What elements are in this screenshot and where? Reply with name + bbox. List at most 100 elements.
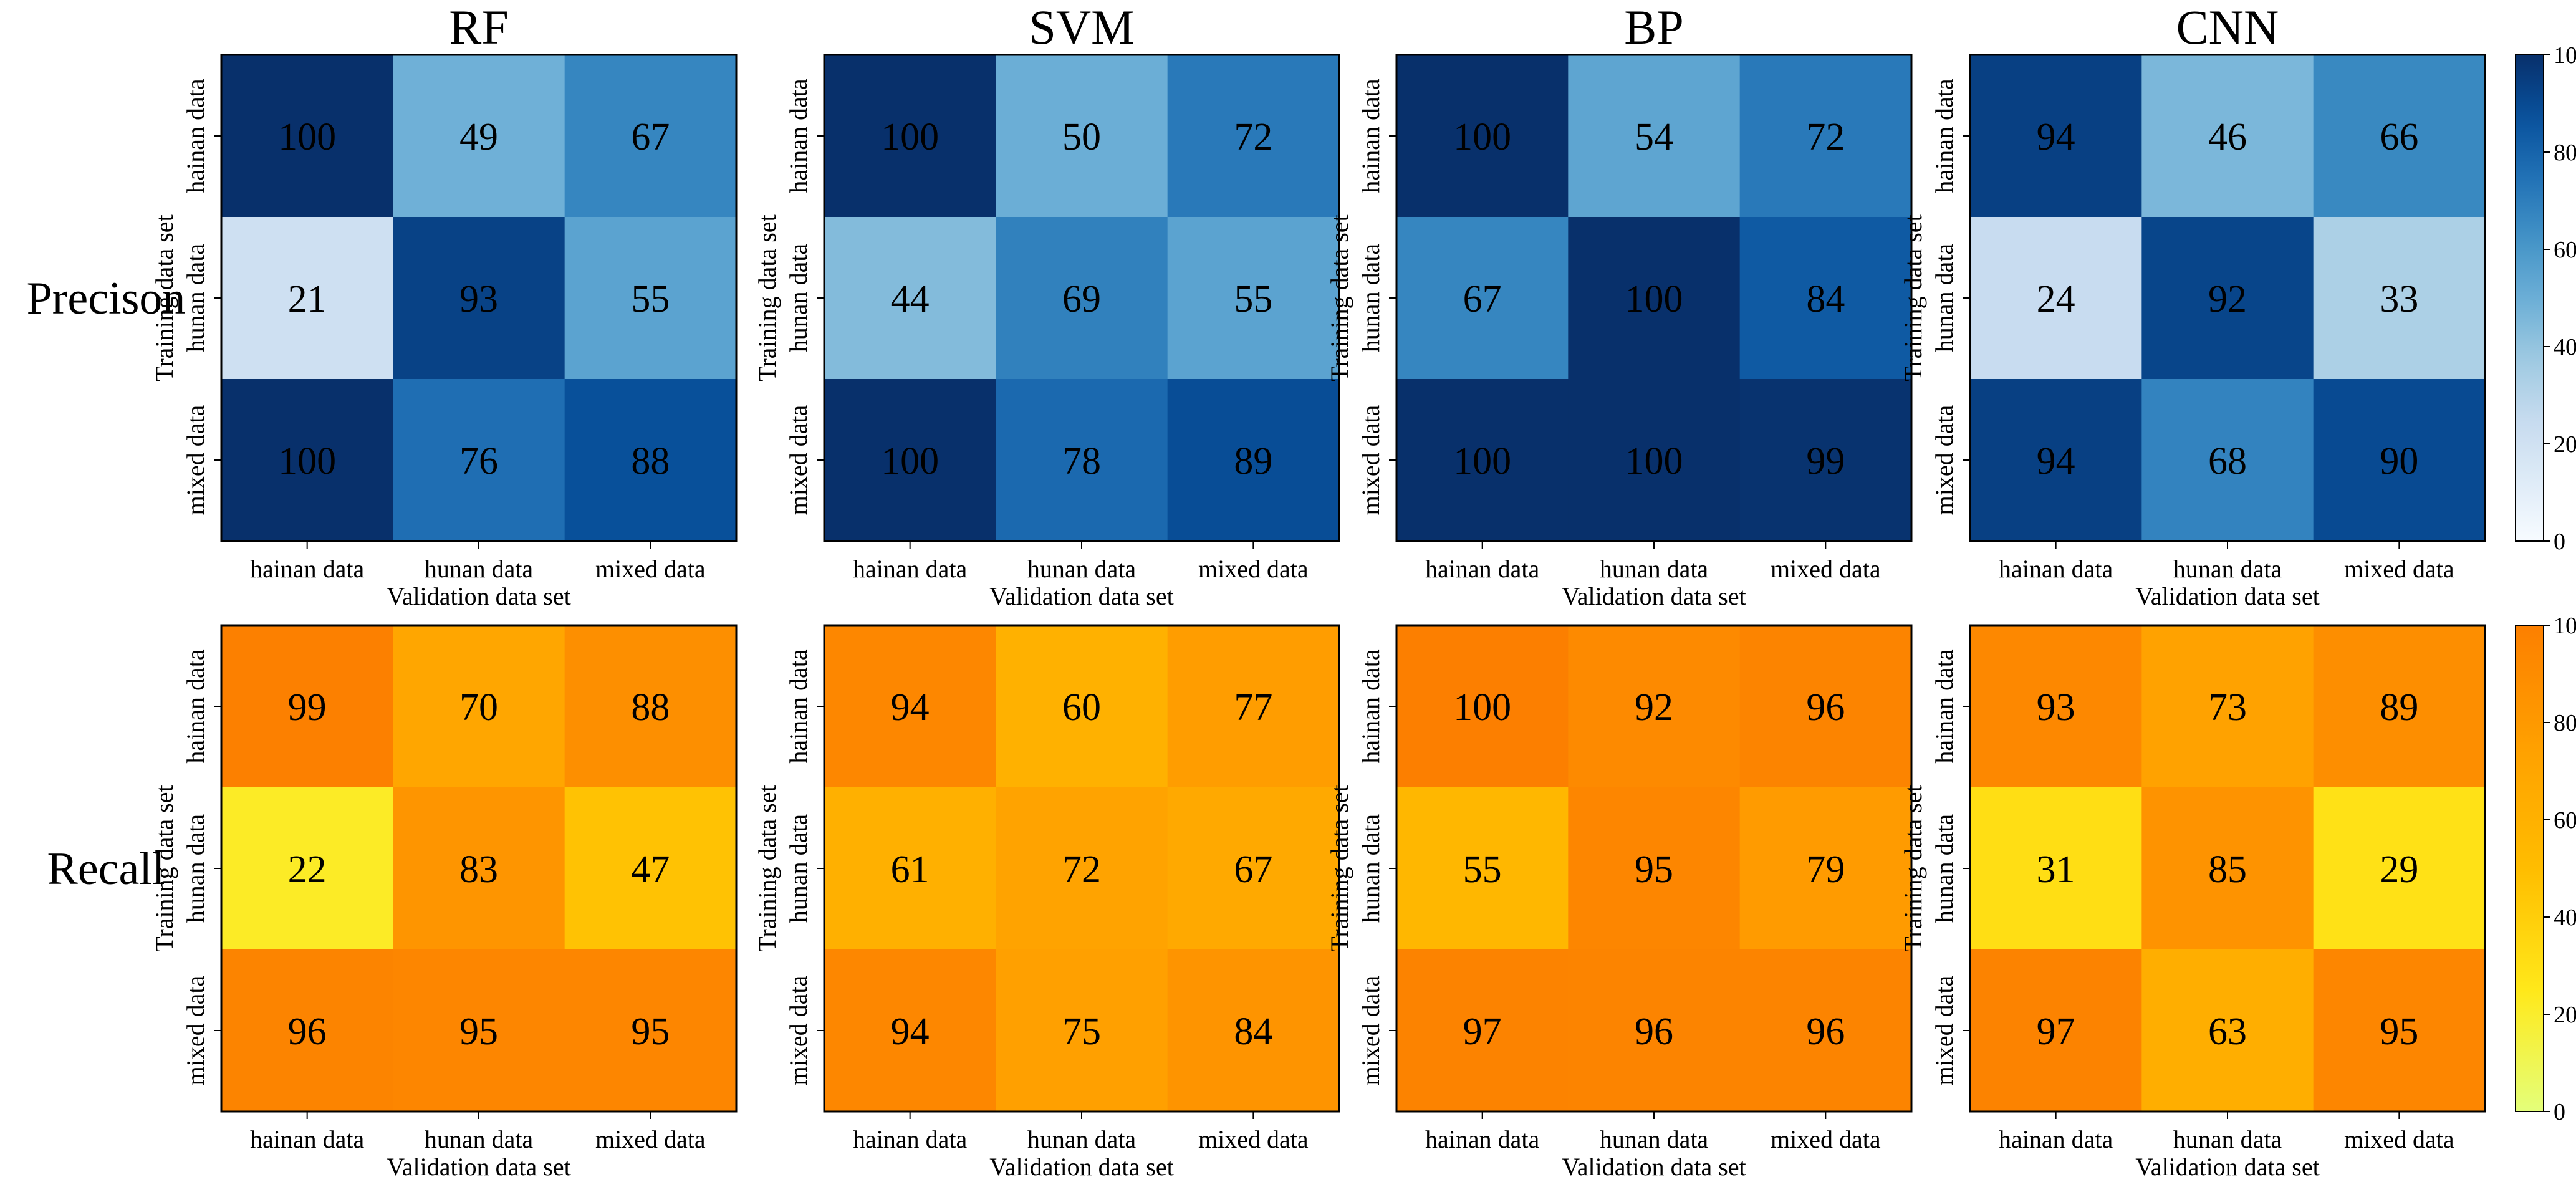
heatmap-cell (1167, 379, 1340, 542)
y-tick-label: hunan data (1357, 244, 1385, 353)
y-axis-label: Training data set (150, 785, 178, 951)
y-tick-label: hunan data (1930, 244, 1958, 353)
heatmap-cell (996, 949, 1168, 1112)
heatmap-cell (1970, 625, 2142, 788)
heatmap-cell (1970, 55, 2142, 218)
cell-value-label: 22 (288, 848, 327, 891)
cell-value-label: 69 (1062, 278, 1101, 320)
cell-value-label: 76 (459, 440, 498, 483)
cell-value-label: 49 (459, 116, 498, 158)
heatmap-cell (221, 379, 393, 542)
y-tick-label: hunan data (784, 814, 812, 923)
heatmap-cell (2313, 949, 2486, 1112)
heatmap-cell (996, 55, 1168, 218)
x-axis-label: Validation data set (2135, 582, 2319, 610)
cell-value-label: 100 (1453, 116, 1511, 158)
y-axis-label: Training data set (1899, 214, 1927, 381)
cell-value-label: 100 (881, 116, 939, 158)
x-tick-label: hunan data (425, 555, 534, 583)
cell-value-label: 99 (1806, 440, 1845, 483)
cell-value-label: 66 (2380, 116, 2418, 158)
x-axis-label: Validation data set (989, 1153, 1173, 1177)
cell-value-label: 55 (631, 278, 670, 320)
cell-value-label: 55 (1234, 278, 1272, 320)
x-tick-label: hunan data (2173, 555, 2282, 583)
cell-value-label: 33 (2380, 278, 2418, 320)
x-axis-label: Validation data set (1562, 1153, 1746, 1177)
cell-value-label: 96 (1806, 1011, 1845, 1053)
cell-value-label: 47 (631, 848, 670, 891)
cell-value-label: 100 (1625, 278, 1683, 320)
model-title-cnn: CNN (2176, 0, 2279, 54)
heatmap-cell (564, 55, 737, 218)
colorbar-tick-label: 40 (2554, 905, 2576, 931)
heatmap-cell (2313, 625, 2486, 788)
cell-value-label: 100 (1453, 686, 1511, 729)
x-tick-label: hunan data (1027, 555, 1137, 583)
y-tick-label: mixed data (1930, 405, 1958, 515)
cell-value-label: 89 (2380, 686, 2418, 729)
colorbar-tick-label: 20 (2554, 431, 2576, 458)
heatmap-cell (824, 55, 996, 218)
x-tick-label: hainan data (250, 1125, 364, 1153)
colorbar-tick-label: 100 (2554, 42, 2576, 69)
cell-value-label: 77 (1234, 686, 1272, 729)
x-axis-label: Validation data set (1562, 582, 1746, 610)
y-tick-label: mixed data (181, 405, 209, 515)
cell-value-label: 95 (2380, 1011, 2418, 1053)
colorbar-tick-label: 60 (2554, 807, 2576, 834)
heatmap-cell (2141, 379, 2314, 542)
x-axis-label: Validation data set (387, 1153, 570, 1177)
colorbar-recall: 0 20 40 60 80 100 (2515, 613, 2576, 1125)
heatmap-cell (1970, 787, 2142, 950)
heatmap-cell (996, 217, 1168, 380)
heatmap-cell (824, 787, 996, 950)
x-tick-label: mixed data (595, 555, 706, 583)
cell-value-label: 100 (1453, 440, 1511, 483)
y-tick-label: hainan data (1357, 649, 1385, 763)
cell-value-label: 93 (2037, 686, 2075, 729)
cell-value-label: 88 (631, 440, 670, 483)
y-tick-label: mixed data (784, 975, 812, 1085)
y-tick-label: hainan data (1930, 79, 1958, 193)
heatmap-cell (1396, 217, 1569, 380)
heatmap-cell (564, 217, 737, 380)
y-tick-label: mixed data (1357, 975, 1385, 1085)
y-tick-label: mixed data (1930, 975, 1958, 1085)
model-title-bp: BP (1624, 0, 1683, 54)
x-tick-label: mixed data (1198, 555, 1309, 583)
cell-value-label: 88 (631, 686, 670, 729)
cell-value-label: 96 (1635, 1011, 1673, 1053)
heatmap-cell (2141, 949, 2314, 1112)
x-tick-label: hunan data (425, 1125, 534, 1153)
y-tick-label: hunan data (181, 814, 209, 923)
model-title-rf: RF (449, 0, 508, 54)
cell-value-label: 60 (1062, 686, 1101, 729)
heatmap-cell (1739, 379, 1912, 542)
cell-value-label: 21 (288, 278, 327, 320)
cell-value-label: 70 (459, 686, 498, 729)
x-tick-label: hunan data (1600, 555, 1709, 583)
cell-value-label: 96 (288, 1011, 327, 1053)
x-axis-label: Validation data set (387, 582, 570, 610)
y-axis-label: Training data set (150, 214, 178, 381)
model-title-svm: SVM (1029, 0, 1134, 54)
cell-value-label: 73 (2208, 686, 2247, 729)
cell-value-label: 79 (1806, 848, 1845, 891)
cell-value-label: 67 (1463, 278, 1502, 320)
heatmap-cell (393, 379, 565, 542)
y-tick-label: hunan data (784, 244, 812, 353)
heatmap-cell (393, 217, 565, 380)
heatmap-cell (1568, 625, 1741, 788)
heatmap-cell (1739, 625, 1912, 788)
cell-value-label: 72 (1062, 848, 1101, 891)
x-tick-label: hainan data (1425, 1125, 1539, 1153)
cell-value-label: 44 (891, 278, 930, 320)
cell-value-label: 89 (1234, 440, 1272, 483)
cell-value-label: 95 (1635, 848, 1673, 891)
y-tick-label: hunan data (181, 244, 209, 353)
x-tick-label: hunan data (2173, 1125, 2282, 1153)
y-tick-label: mixed data (784, 405, 812, 515)
x-tick-label: mixed data (1771, 555, 1881, 583)
x-tick-label: hainan data (853, 555, 967, 583)
